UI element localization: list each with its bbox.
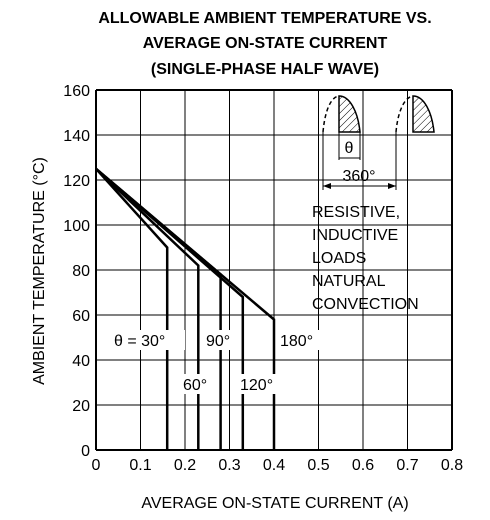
condition-line-3: LOADS (312, 250, 366, 267)
y-tick-label: 0 (81, 443, 90, 460)
theta-symbol: θ (345, 140, 354, 157)
y-tick-label: 100 (63, 218, 90, 235)
series-line-2 (95, 167, 222, 450)
series-label-60: 60° (183, 377, 207, 394)
condition-line-4: NATURAL (312, 273, 386, 290)
series-label-120: 120° (240, 377, 273, 394)
y-tick-label: 80 (72, 263, 90, 280)
condition-line-5: CONVECTION (312, 296, 419, 313)
conditions-text: RESISTIVE, INDUCTIVE LOADS NATURAL CONVE… (312, 204, 419, 313)
series-line-0 (95, 167, 169, 450)
x-tick-label: 0 (92, 457, 101, 474)
condition-line-2: INDUCTIVE (312, 227, 398, 244)
tick-labels: 0 0.1 0.2 0.3 0.4 0.5 0.6 0.7 0.8 0 20 40 60 80 100 120… (63, 83, 463, 474)
x-tick-label: 0.1 (129, 457, 151, 474)
series-line-4 (95, 167, 276, 450)
period-arrowhead-right (388, 183, 396, 189)
y-tick-label: 20 (72, 398, 90, 415)
period-arrowhead-left (323, 183, 331, 189)
y-tick-label: 60 (72, 308, 90, 325)
x-tick-label: 0.3 (218, 457, 240, 474)
y-tick-label: 160 (63, 83, 90, 100)
series-label-90: 90° (206, 333, 230, 350)
series-label-180: 180° (280, 333, 313, 350)
x-tick-label: 0.8 (441, 457, 463, 474)
chart-title-line-3: (SINGLE-PHASE HALF WAVE) (151, 61, 379, 78)
period-label: 360° (342, 168, 375, 185)
x-tick-label: 0.5 (307, 457, 329, 474)
y-tick-label: 40 (72, 353, 90, 370)
waveform-filled-2 (412, 95, 435, 133)
series-label-30: θ = 30° (114, 333, 165, 350)
chart-title-line-1: ALLOWABLE AMBIENT TEMPERATURE VS. (98, 10, 431, 27)
y-axis-label: AMBIENT TEMPERATURE (°C) (31, 157, 48, 385)
waveform-dashed-1 (322, 95, 340, 133)
x-tick-label: 0.6 (352, 457, 374, 474)
chart-title-line-2: AVERAGE ON-STATE CURRENT (143, 35, 388, 52)
grid (95, 89, 453, 451)
x-tick-label: 0.2 (174, 457, 196, 474)
waveform-filled-1 (338, 95, 361, 133)
x-tick-label: 0.4 (263, 457, 285, 474)
waveform-dashed-2 (395, 95, 414, 133)
series-lines (95, 167, 276, 450)
series-labels: θ = 30° 60° 90° 120° 180° (110, 330, 322, 394)
x-axis-label: AVERAGE ON-STATE CURRENT (A) (141, 495, 408, 512)
y-tick-label: 120 (63, 173, 90, 190)
waveform-inset: θ 360° (322, 95, 435, 190)
x-tick-label: 0.7 (396, 457, 418, 474)
y-tick-label: 140 (63, 128, 90, 145)
condition-line-1: RESISTIVE, (312, 204, 400, 221)
